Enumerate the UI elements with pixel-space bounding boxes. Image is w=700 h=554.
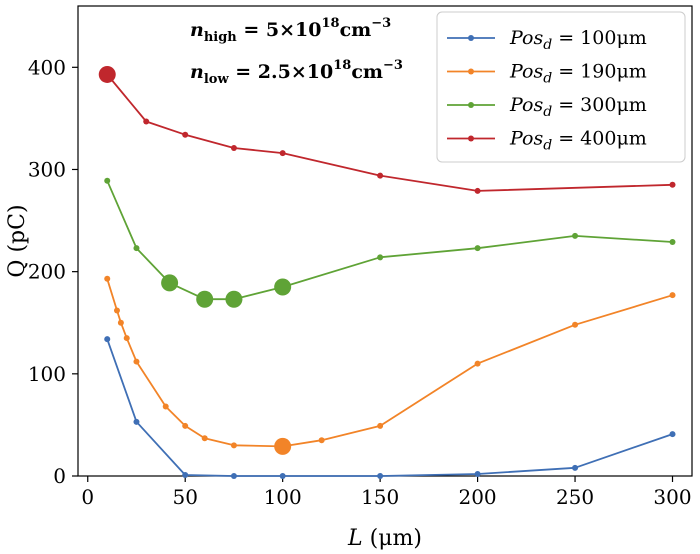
legend-item: Posd = 100μm — [447, 27, 647, 53]
data-point — [669, 239, 676, 246]
series-2 — [104, 275, 676, 455]
ticks-layer: 0 50 100 150 200 250 300 0 100 200 300 400 — [28, 55, 692, 509]
highlight-point — [98, 65, 116, 83]
data-point — [377, 473, 384, 479]
legend-label: Posd = 190μm — [509, 61, 647, 87]
svg-text:nhigh = 5×1018cm−3: nhigh = 5×1018cm−3 — [190, 16, 391, 45]
data-point — [123, 335, 130, 342]
data-point — [279, 150, 286, 157]
legend: Posd = 100μm Posd = 190μm Posd = 300μm Posd… — [436, 11, 686, 163]
data-point — [201, 435, 208, 442]
data-point — [377, 422, 384, 429]
data-point — [474, 470, 481, 477]
data-point — [230, 473, 237, 479]
data-point — [104, 275, 111, 282]
data-point — [117, 319, 124, 326]
series-3 — [104, 177, 676, 308]
data-point — [104, 177, 111, 184]
data-point — [669, 431, 676, 438]
x-tick-label: 0 — [81, 485, 94, 509]
data-point — [182, 471, 189, 478]
legend-box — [436, 11, 686, 163]
y-tick-label: 300 — [28, 157, 66, 181]
data-point — [572, 464, 579, 471]
data-point — [133, 358, 140, 365]
data-point — [377, 172, 384, 179]
data-point — [143, 118, 150, 125]
legend-item: Posd = 400μm — [447, 128, 647, 154]
legend-label: Posd = 400μm — [509, 128, 647, 154]
legend-item: Posd = 300μm — [447, 94, 647, 120]
highlight-point — [225, 290, 243, 308]
data-point — [230, 145, 237, 152]
data-point — [669, 292, 676, 299]
x-tick-label: 200 — [458, 485, 496, 509]
x-tick-label: 250 — [556, 485, 594, 509]
data-point — [230, 442, 237, 449]
highlight-point — [274, 437, 292, 455]
series-line — [106, 278, 673, 448]
data-point — [104, 336, 111, 343]
annotation-n-high: nhigh = 5×1018cm−3 — [190, 16, 391, 45]
legend-label: Posd = 300μm — [509, 94, 647, 120]
series-line — [106, 180, 673, 301]
x-axis-title: L (μm) — [347, 526, 422, 551]
data-point — [318, 437, 325, 444]
x-tick-label: 150 — [361, 485, 399, 509]
series-line — [106, 73, 673, 192]
y-tick-label: 100 — [28, 362, 66, 386]
highlight-point — [196, 290, 214, 308]
data-point — [133, 245, 140, 252]
series-4 — [98, 65, 676, 194]
legend-label: Posd = 100μm — [509, 27, 647, 53]
svg-text:nlow = 2.5×1018cm−3: nlow = 2.5×1018cm−3 — [190, 58, 403, 87]
series-layer — [98, 65, 676, 479]
y-axis-title: Q (pC) — [5, 204, 30, 277]
series-line — [106, 338, 673, 477]
legend-item: Posd = 190μm — [447, 61, 647, 87]
series-1 — [104, 336, 676, 479]
annotation-n-low: nlow = 2.5×1018cm−3 — [190, 58, 403, 87]
data-point — [572, 232, 579, 239]
x-tick-label: 50 — [172, 485, 197, 509]
data-point — [113, 307, 120, 314]
data-point — [162, 403, 169, 410]
data-point — [474, 245, 481, 252]
x-tick-label: 100 — [264, 485, 302, 509]
data-point — [669, 181, 676, 188]
data-point — [182, 131, 189, 138]
x-tick-label: 300 — [653, 485, 691, 509]
y-tick-label: 400 — [28, 55, 66, 79]
data-point — [377, 254, 384, 261]
data-point — [474, 360, 481, 367]
highlight-point — [274, 278, 292, 296]
highlight-point — [161, 274, 179, 292]
y-tick-label: 200 — [28, 260, 66, 284]
y-tick-label: 0 — [53, 464, 66, 488]
data-point — [474, 187, 481, 194]
data-point — [182, 422, 189, 429]
data-point — [279, 473, 286, 479]
data-point — [572, 321, 579, 328]
data-point — [133, 418, 140, 425]
